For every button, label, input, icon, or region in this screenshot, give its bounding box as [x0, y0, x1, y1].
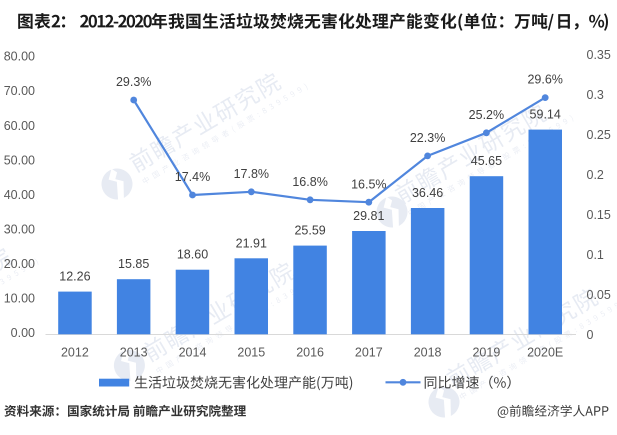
svg-text:29.81: 29.81	[353, 209, 384, 223]
svg-text:0.3: 0.3	[587, 88, 604, 102]
svg-text:0: 0	[587, 328, 594, 342]
svg-text:17.4%: 17.4%	[175, 170, 210, 184]
svg-text:2013: 2013	[120, 346, 148, 360]
svg-text:2018: 2018	[414, 346, 442, 360]
svg-text:15.85: 15.85	[118, 257, 149, 271]
svg-text:12.26: 12.26	[59, 270, 90, 284]
svg-text:25.2%: 25.2%	[469, 108, 504, 122]
svg-text:10.00: 10.00	[4, 292, 35, 306]
svg-text:2016: 2016	[296, 346, 324, 360]
svg-text:29.3%: 29.3%	[116, 75, 151, 89]
svg-text:0.15: 0.15	[587, 208, 611, 222]
svg-text:45.65: 45.65	[471, 154, 502, 168]
svg-text:29.6%: 29.6%	[527, 73, 562, 87]
svg-text:0.05: 0.05	[587, 288, 611, 302]
svg-text:36.46: 36.46	[412, 186, 443, 200]
svg-text:2019: 2019	[472, 346, 500, 360]
svg-text:16.8%: 16.8%	[292, 175, 327, 189]
svg-text:2015: 2015	[237, 346, 265, 360]
svg-text:0.1: 0.1	[587, 248, 604, 262]
svg-text:0.35: 0.35	[587, 48, 611, 62]
svg-text:2012: 2012	[61, 346, 89, 360]
svg-text:25.59: 25.59	[294, 224, 325, 238]
svg-text:60.00: 60.00	[4, 119, 35, 133]
svg-text:80.00: 80.00	[4, 50, 35, 64]
svg-text:17.8%: 17.8%	[234, 167, 269, 181]
svg-text:0.2: 0.2	[587, 168, 604, 182]
svg-text:16.5%: 16.5%	[351, 177, 386, 191]
svg-text:18.60: 18.60	[177, 248, 208, 262]
svg-text:2020E: 2020E	[527, 346, 563, 360]
svg-text:2017: 2017	[355, 346, 383, 360]
svg-text:22.3%: 22.3%	[410, 131, 445, 145]
svg-text:20.00: 20.00	[4, 257, 35, 271]
svg-text:70.00: 70.00	[4, 84, 35, 98]
svg-text:59.14: 59.14	[530, 108, 561, 122]
svg-text:2014: 2014	[179, 346, 207, 360]
svg-text:40.00: 40.00	[4, 188, 35, 202]
svg-text:21.91: 21.91	[236, 236, 267, 250]
svg-text:30.00: 30.00	[4, 223, 35, 237]
svg-text:0.00: 0.00	[11, 326, 35, 340]
svg-text:50.00: 50.00	[4, 153, 35, 167]
svg-text:0.25: 0.25	[587, 128, 611, 142]
